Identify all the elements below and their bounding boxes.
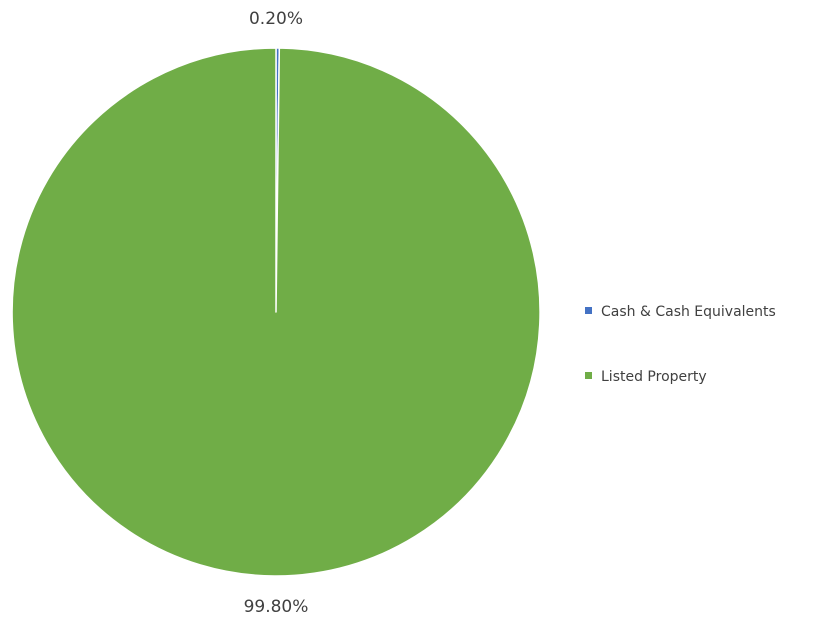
- legend-swatch-cash: [585, 307, 592, 314]
- legend-swatch-listed-property: [585, 372, 592, 379]
- legend-label-listed-property: Listed Property: [601, 369, 707, 385]
- data-label-cash: 0.20%: [249, 9, 303, 29]
- data-label-listed-property: 99.80%: [244, 597, 309, 617]
- pie-slices: [11, 47, 541, 577]
- pie-slice-listed-property: [11, 47, 541, 577]
- legend-label-cash: Cash & Cash Equivalents: [601, 304, 776, 320]
- legend: Cash & Cash Equivalents Listed Property: [585, 304, 776, 385]
- pie-data-labels: 0.20% 99.80%: [244, 9, 309, 617]
